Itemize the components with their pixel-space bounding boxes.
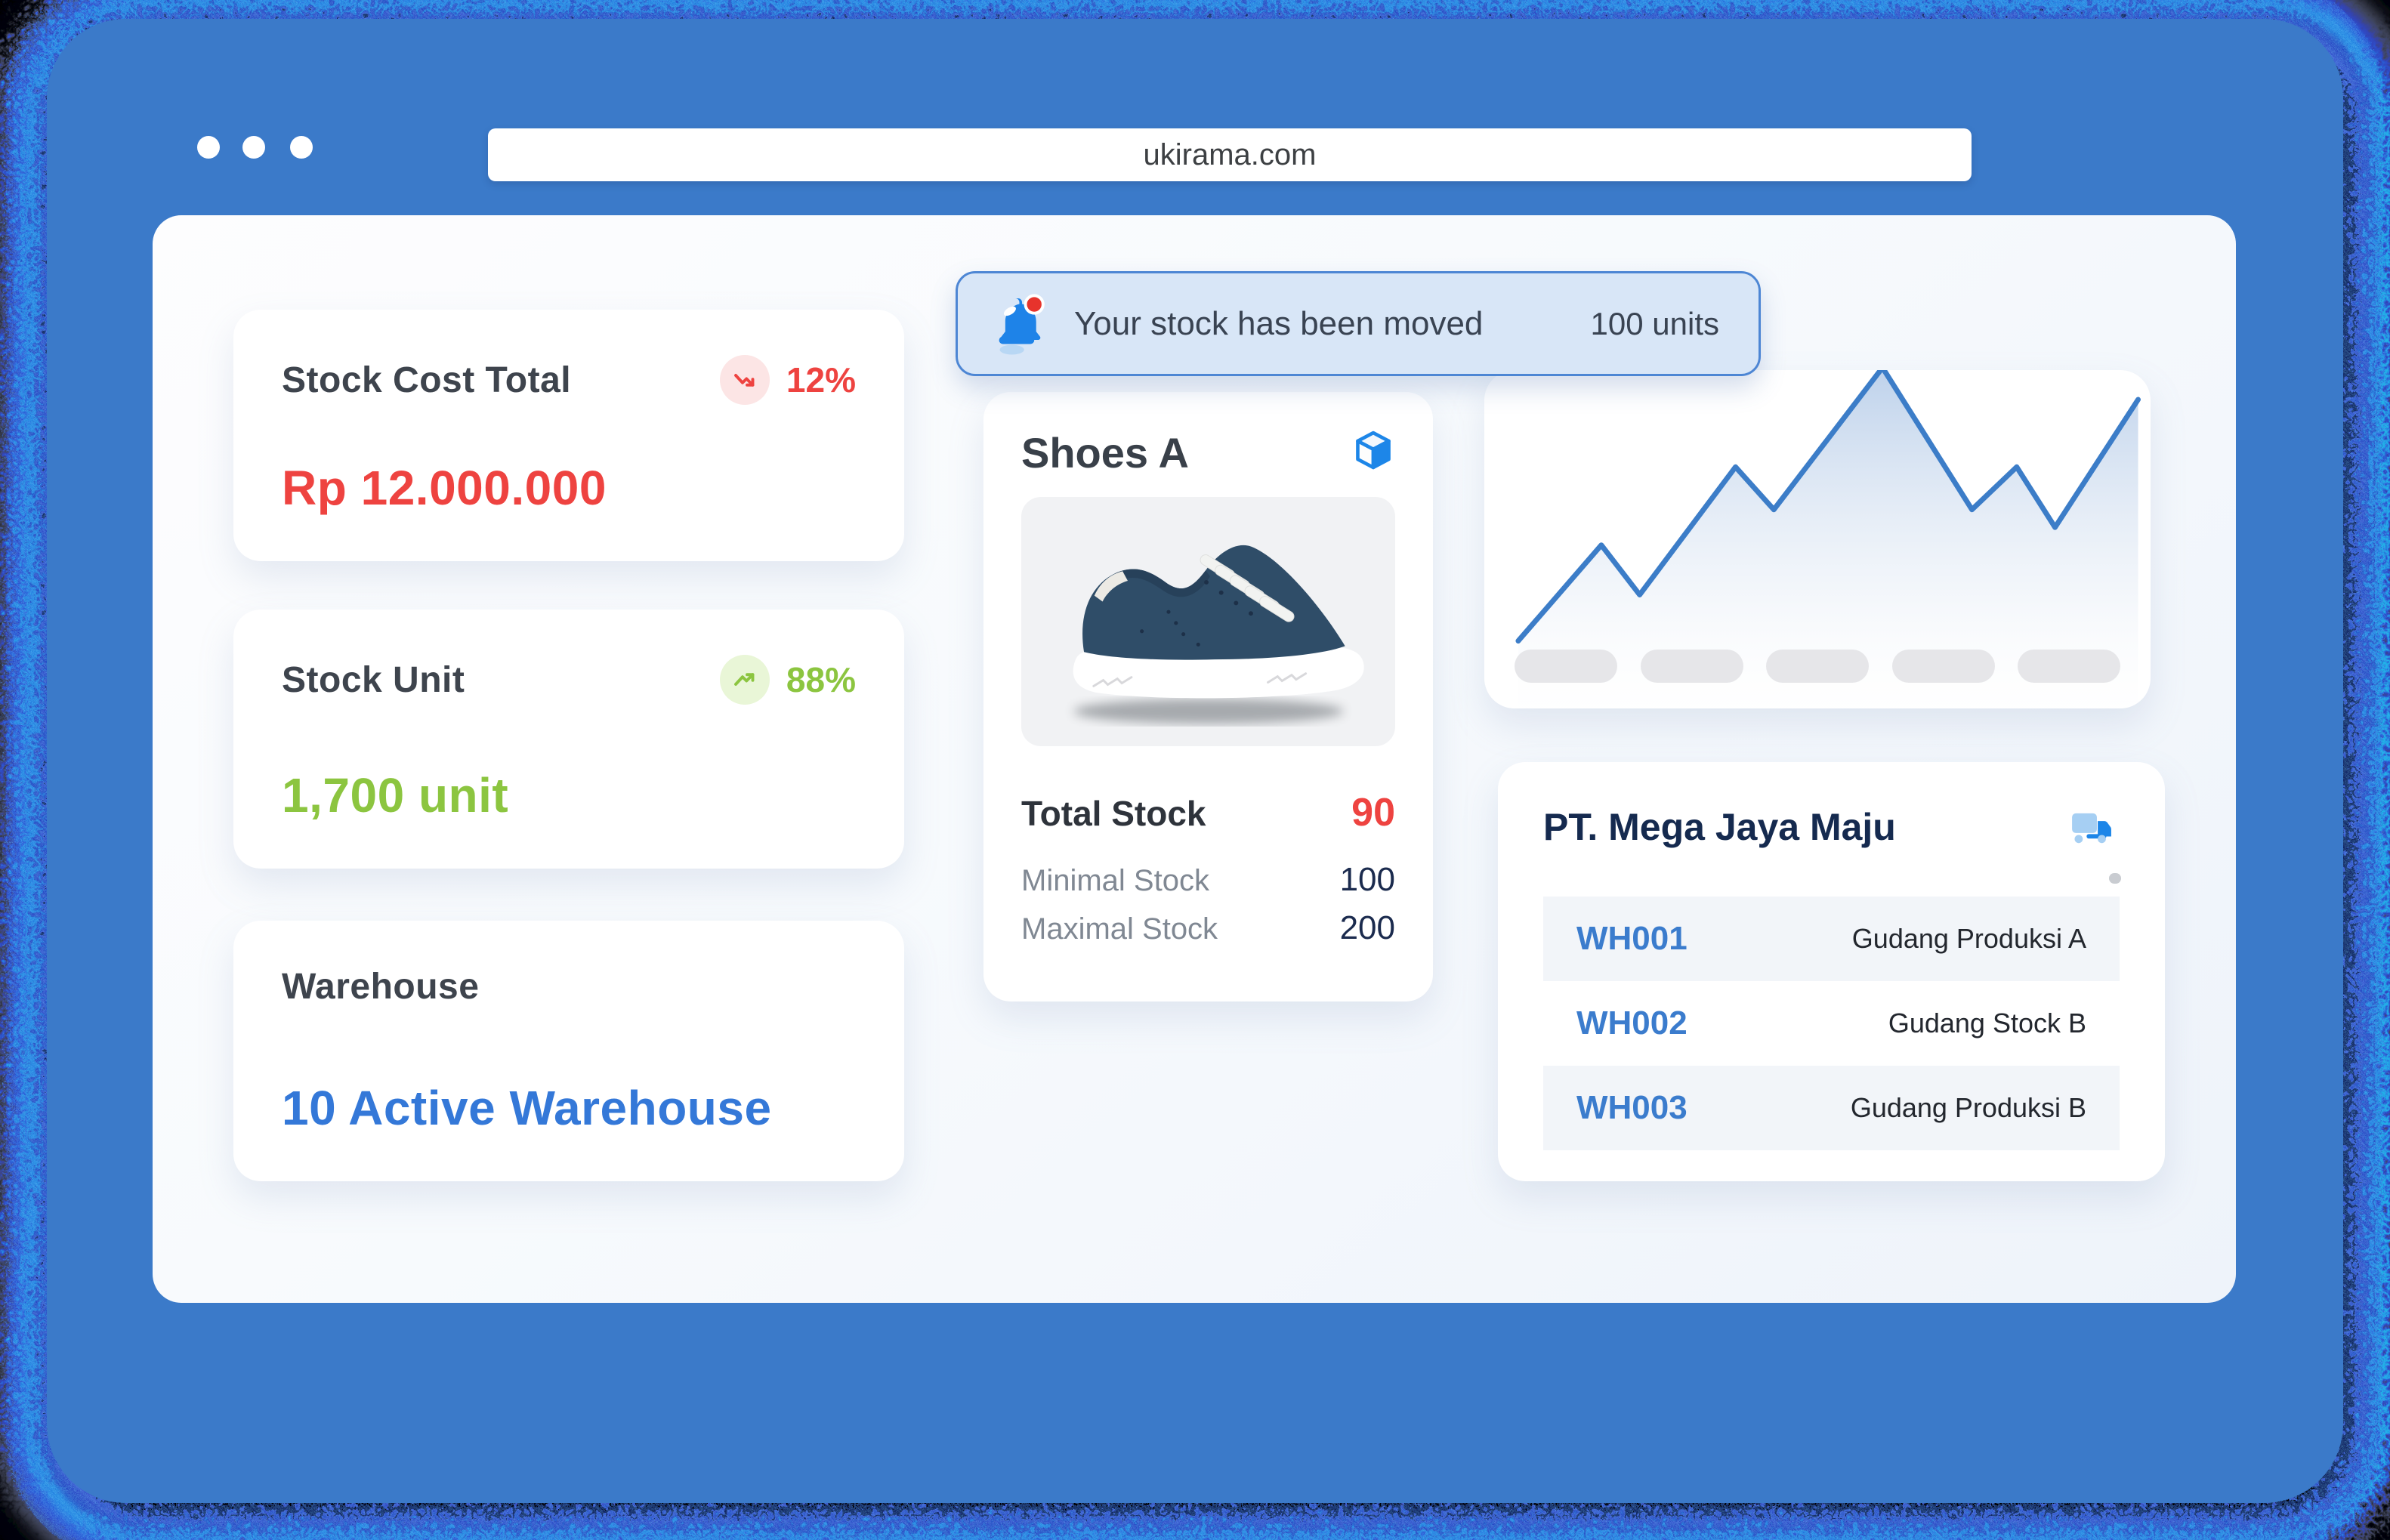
maximal-stock-label: Maximal Stock <box>1021 912 1218 946</box>
total-stock-value: 90 <box>1351 791 1395 835</box>
browser-window: ukirama.com Stock Cost Total 12% <box>47 19 2343 1503</box>
warehouse-rows: WH001 Gudang Produksi A WH002 Gudang Sto… <box>1543 897 2120 1150</box>
window-control-dot[interactable] <box>242 136 265 159</box>
stat-percent: 12% <box>786 360 856 400</box>
warehouse-code-link[interactable]: WH001 <box>1576 920 1688 957</box>
warehouse-code-link[interactable]: WH002 <box>1576 1005 1688 1042</box>
notification-amount: 100 units <box>1590 305 1719 341</box>
warehouse-list-card: PT. Mega Jaya Maju WH001 Gudang Produksi… <box>1498 762 2165 1181</box>
stat-value: 1,700 unit <box>282 768 509 822</box>
bell-icon <box>999 293 1045 354</box>
x-axis-placeholder-row <box>1515 650 2120 683</box>
chart-line <box>1515 370 2141 644</box>
stock-trend-chart <box>1515 370 2141 708</box>
window-control-dot[interactable] <box>197 136 220 159</box>
trend-up-icon <box>719 655 770 705</box>
cube-icon <box>1356 431 1391 470</box>
product-name: Shoes A <box>1021 429 1189 477</box>
warehouse-row[interactable]: WH003 Gudang Produksi B <box>1543 1066 2120 1150</box>
stock-moved-notification[interactable]: Your stock has been moved 100 units <box>956 271 1761 376</box>
stat-percent: 88% <box>786 660 856 699</box>
stock-trend-chart-card <box>1484 370 2151 708</box>
warehouse-name: Gudang Stock B <box>1888 1008 2086 1038</box>
total-stock-label: Total Stock <box>1021 794 1206 833</box>
company-title: PT. Mega Jaya Maju <box>1543 806 1896 848</box>
navy-sneaker-illustration <box>1073 545 1364 724</box>
address-bar[interactable]: ukirama.com <box>488 128 1972 181</box>
x-axis-placeholder-pill <box>1891 650 1995 683</box>
stat-card-stock-unit: Stock Unit 88% 1,700 unit <box>233 610 904 869</box>
warehouse-name: Gudang Produksi A <box>1851 923 2086 954</box>
minimal-stock-value: 100 <box>1339 861 1395 898</box>
notification-message: Your stock has been moved <box>1074 304 1484 342</box>
chart-area <box>1518 370 2138 708</box>
stat-value: Rp 12.000.000 <box>282 461 607 515</box>
x-axis-placeholder-pill <box>1766 650 1869 683</box>
stat-title: Warehouse <box>282 967 480 1007</box>
page-canvas: Stock Cost Total 12% Rp 12.000.000 Stock… <box>153 215 2236 1303</box>
stat-card-warehouse: Warehouse 10 Active Warehouse <box>233 921 904 1181</box>
stat-value: 10 Active Warehouse <box>282 1081 772 1135</box>
product-image <box>1021 497 1395 746</box>
x-axis-placeholder-pill <box>2018 650 2120 683</box>
stat-title: Stock Cost Total <box>282 360 572 400</box>
warehouse-code-link[interactable]: WH003 <box>1576 1089 1688 1126</box>
trend-down-icon <box>719 355 770 405</box>
product-card: Shoes A <box>983 392 1433 1001</box>
minimal-stock-label: Minimal Stock <box>1021 864 1209 897</box>
warehouse-row[interactable]: WH002 Gudang Stock B <box>1543 981 2120 1066</box>
warehouse-row[interactable]: WH001 Gudang Produksi A <box>1543 897 2120 981</box>
x-axis-placeholder-pill <box>1640 650 1743 683</box>
window-control-dot[interactable] <box>290 136 313 159</box>
stat-title: Stock Unit <box>282 659 465 700</box>
stat-card-stock-cost: Stock Cost Total 12% Rp 12.000.000 <box>233 310 904 561</box>
maximal-stock-value: 200 <box>1339 909 1395 946</box>
url-text: ukirama.com <box>1143 137 1317 171</box>
warehouse-name: Gudang Produksi B <box>1850 1092 2086 1123</box>
x-axis-placeholder-pill <box>1515 650 1617 683</box>
truck-icon <box>2072 813 2111 844</box>
